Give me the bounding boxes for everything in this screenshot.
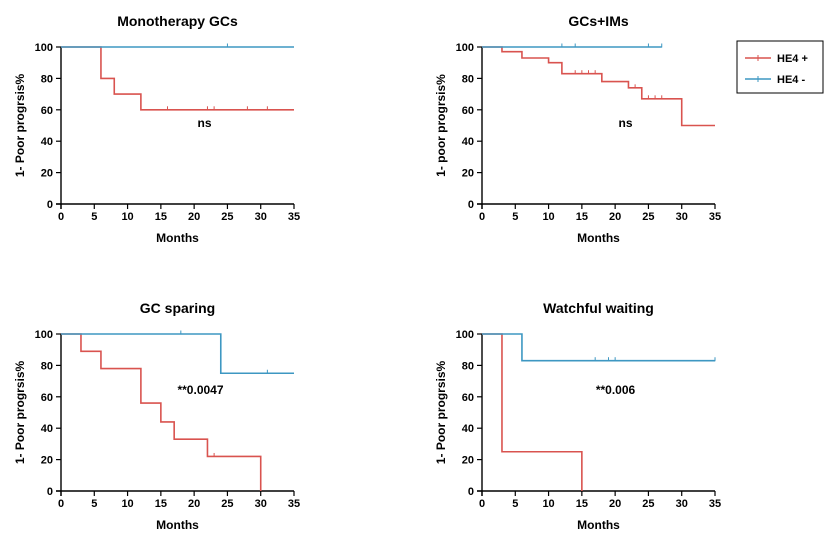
y-tick-label: 100 — [35, 42, 53, 54]
x-tick-label: 25 — [221, 498, 233, 510]
x-tick-label: 15 — [155, 211, 167, 223]
y-tick-label: 100 — [456, 42, 474, 54]
x-tick-label: 0 — [58, 211, 64, 223]
y-tick-label: 60 — [41, 105, 53, 117]
significance-label: ns — [618, 116, 632, 130]
y-axis-label: 1- Poor progrsis% — [13, 360, 27, 464]
x-axis-label: Months — [577, 518, 620, 532]
y-tick-label: 0 — [468, 486, 474, 498]
x-tick-label: 10 — [121, 211, 133, 223]
x-tick-label: 0 — [479, 211, 485, 223]
y-tick-label: 0 — [47, 486, 53, 498]
legend-box — [736, 40, 824, 94]
y-tick-label: 20 — [41, 455, 53, 467]
x-tick-label: 10 — [542, 211, 554, 223]
x-tick-label: 35 — [288, 211, 300, 223]
y-axis-label: 1- Poor progrsis% — [13, 73, 27, 177]
significance-label: **0.0047 — [177, 383, 223, 397]
significance-label: **0.006 — [596, 383, 636, 397]
km-panel-1: Monotherapy GCs 0 20 40 60 80 100 0 5 10 15 20 25 30 3… — [13, 13, 300, 245]
x-tick-label: 25 — [642, 211, 654, 223]
y-tick-label: 0 — [47, 199, 53, 211]
y-tick-label: 60 — [41, 392, 53, 404]
y-tick-label: 0 — [468, 199, 474, 211]
chart-title: Monotherapy GCs — [117, 13, 238, 29]
y-tick-label: 40 — [462, 136, 474, 148]
x-axis-label: Months — [156, 231, 199, 245]
km-curve-he4-pos — [61, 333, 262, 491]
y-tick-label: 20 — [41, 168, 53, 180]
y-axis-label: 1- Poor progrsis% — [434, 360, 448, 464]
x-tick-label: 20 — [188, 498, 200, 510]
chart-title: Watchful waiting — [543, 300, 654, 316]
legend-label-he4-pos: HE4 + — [777, 53, 808, 65]
x-tick-label: 30 — [255, 498, 267, 510]
x-tick-label: 20 — [609, 498, 621, 510]
km-curve-he4-pos — [482, 333, 583, 491]
x-tick-label: 30 — [676, 211, 688, 223]
x-tick-label: 10 — [121, 498, 133, 510]
x-axis-label: Months — [156, 518, 199, 532]
x-tick-label: 5 — [91, 211, 97, 223]
x-tick-label: 20 — [609, 211, 621, 223]
x-tick-label: 25 — [642, 498, 654, 510]
chart-title: GC sparing — [140, 300, 215, 316]
y-tick-label: 40 — [41, 136, 53, 148]
km-curve-he4-neg — [61, 333, 294, 375]
chart-title: GCs+IMs — [568, 13, 629, 29]
km-curve-he4-neg — [482, 333, 715, 362]
y-tick-label: 100 — [456, 329, 474, 341]
x-axis-label: Months — [577, 231, 620, 245]
x-tick-label: 0 — [58, 498, 64, 510]
x-tick-label: 25 — [221, 211, 233, 223]
x-tick-label: 0 — [479, 498, 485, 510]
x-tick-label: 15 — [576, 211, 588, 223]
legend: HE4 + HE4 - — [736, 40, 824, 94]
y-tick-label: 60 — [462, 392, 474, 404]
significance-label: ns — [197, 116, 211, 130]
x-tick-label: 5 — [512, 498, 518, 510]
x-tick-label: 15 — [576, 498, 588, 510]
km-curve-he4-pos — [61, 46, 294, 111]
y-tick-label: 100 — [35, 329, 53, 341]
x-tick-label: 30 — [255, 211, 267, 223]
x-tick-label: 15 — [155, 498, 167, 510]
x-tick-label: 35 — [709, 498, 721, 510]
x-tick-label: 5 — [512, 211, 518, 223]
y-tick-label: 60 — [462, 105, 474, 117]
y-tick-label: 40 — [462, 423, 474, 435]
x-tick-label: 35 — [709, 211, 721, 223]
y-tick-label: 80 — [41, 360, 53, 372]
x-tick-label: 35 — [288, 498, 300, 510]
y-tick-label: 20 — [462, 168, 474, 180]
km-panel-3: GC sparing 0 20 40 60 80 100 0 5 10 15 20 25 30 35 Mont… — [13, 300, 300, 532]
y-tick-label: 80 — [462, 360, 474, 372]
km-curve-he4-pos — [482, 46, 715, 127]
x-tick-label: 30 — [676, 498, 688, 510]
y-tick-label: 40 — [41, 423, 53, 435]
x-tick-label: 10 — [542, 498, 554, 510]
y-tick-label: 80 — [41, 73, 53, 85]
y-tick-label: 80 — [462, 73, 474, 85]
y-tick-label: 20 — [462, 455, 474, 467]
legend-label-he4-neg: HE4 - — [777, 74, 805, 86]
km-panel-4: Watchful waiting 0 20 40 60 80 100 0 5 10 15 20 25 30… — [434, 300, 721, 532]
y-axis-label: 1- poor progrsis% — [434, 74, 448, 177]
x-tick-label: 5 — [91, 498, 97, 510]
x-tick-label: 20 — [188, 211, 200, 223]
km-panel-2: GCs+IMs 0 20 40 60 80 100 0 5 10 15 20 25 30 35 Months 1… — [434, 13, 721, 245]
